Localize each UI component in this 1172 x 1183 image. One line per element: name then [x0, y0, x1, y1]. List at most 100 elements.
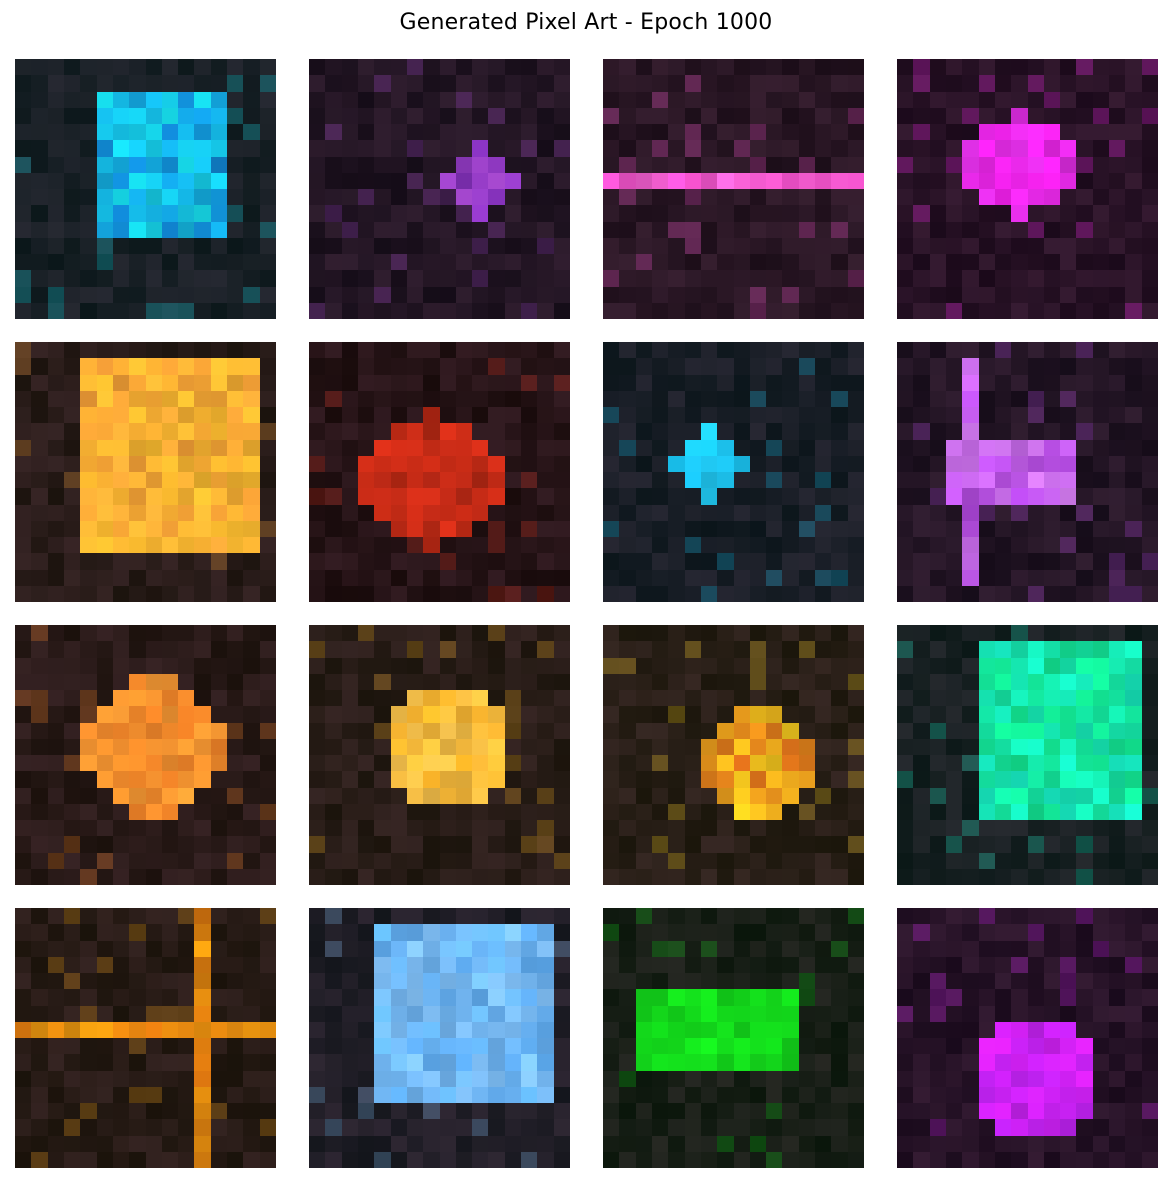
pixel — [31, 237, 48, 254]
pixel — [423, 407, 440, 424]
pixel — [994, 1119, 1012, 1136]
pixel — [112, 1005, 130, 1022]
pixel — [47, 940, 64, 957]
pixel — [1011, 358, 1028, 375]
pixel — [1076, 286, 1093, 303]
pixel — [341, 673, 358, 690]
pixel — [47, 1021, 64, 1038]
pixel — [210, 1135, 228, 1152]
pixel — [423, 472, 440, 489]
pixel — [341, 1151, 358, 1168]
pixel — [929, 625, 946, 642]
pixel — [112, 706, 130, 723]
pixel — [733, 569, 750, 586]
pixel — [178, 124, 195, 141]
pixel — [1076, 358, 1093, 375]
pixel — [472, 254, 489, 271]
pixel — [766, 75, 783, 92]
pixel — [651, 286, 669, 303]
pixel — [962, 172, 979, 189]
pixel — [96, 254, 113, 271]
pixel — [897, 585, 914, 602]
pixel — [1043, 738, 1061, 755]
pixel — [635, 956, 652, 973]
pixel — [537, 156, 554, 173]
pixel — [374, 390, 391, 407]
pixel — [472, 124, 489, 141]
pixel — [1076, 302, 1093, 319]
pixel — [635, 1103, 652, 1120]
pixel — [47, 205, 64, 222]
pixel — [929, 956, 946, 973]
pixel — [145, 1005, 162, 1022]
pixel — [684, 787, 701, 804]
pixel — [733, 924, 750, 941]
pixel — [96, 124, 113, 141]
pixel — [1076, 868, 1093, 885]
pixel — [145, 504, 162, 521]
pixel — [1141, 787, 1158, 804]
pixel — [455, 537, 473, 554]
pixel — [341, 1119, 358, 1136]
pixel — [406, 189, 424, 206]
pixel — [553, 924, 570, 941]
pixel — [717, 221, 734, 238]
pixel — [913, 585, 930, 602]
pixel — [1011, 189, 1028, 206]
pixel — [603, 1021, 620, 1038]
pixel — [684, 189, 701, 206]
pixel — [897, 1151, 914, 1168]
pixel — [357, 205, 375, 222]
pixel — [1092, 1038, 1110, 1055]
pixel — [782, 657, 799, 674]
pixel — [210, 1086, 228, 1103]
pixel — [243, 342, 260, 359]
pixel — [798, 836, 816, 853]
pixel — [96, 205, 113, 222]
pixel-art-tile — [309, 625, 570, 885]
pixel — [733, 1151, 750, 1168]
pixel — [309, 124, 326, 141]
pixel — [831, 940, 848, 957]
pixel — [831, 472, 848, 489]
pixel — [309, 673, 326, 690]
pixel — [63, 488, 81, 505]
pixel — [1011, 374, 1028, 391]
pixel — [1125, 924, 1142, 941]
pixel — [161, 690, 179, 707]
pixel — [668, 908, 685, 925]
pixel — [194, 488, 211, 505]
pixel — [357, 59, 375, 76]
pixel — [1060, 407, 1077, 424]
pixel — [243, 140, 260, 157]
pixel — [112, 690, 130, 707]
pixel — [1027, 868, 1044, 885]
pixel — [259, 156, 276, 173]
pixel — [341, 374, 358, 391]
pixel — [537, 75, 554, 92]
pixel — [603, 455, 620, 472]
pixel — [80, 836, 97, 853]
pixel — [80, 254, 97, 271]
pixel — [259, 989, 276, 1006]
pixel — [1060, 569, 1077, 586]
pixel — [1060, 625, 1077, 642]
pixel — [63, 140, 81, 157]
pixel — [145, 91, 162, 108]
pixel — [80, 755, 97, 772]
pixel — [227, 1151, 244, 1168]
pixel — [1141, 989, 1158, 1006]
pixel — [15, 75, 32, 92]
pixel — [439, 189, 456, 206]
pixel — [1043, 423, 1061, 440]
pixel — [635, 585, 652, 602]
pixel — [798, 625, 816, 642]
pixel — [1076, 706, 1093, 723]
pixel — [178, 455, 195, 472]
pixel — [553, 569, 570, 586]
pixel — [374, 504, 391, 521]
pixel — [1092, 59, 1110, 76]
pixel — [504, 924, 522, 941]
pixel — [504, 1086, 522, 1103]
pixel — [962, 771, 979, 788]
